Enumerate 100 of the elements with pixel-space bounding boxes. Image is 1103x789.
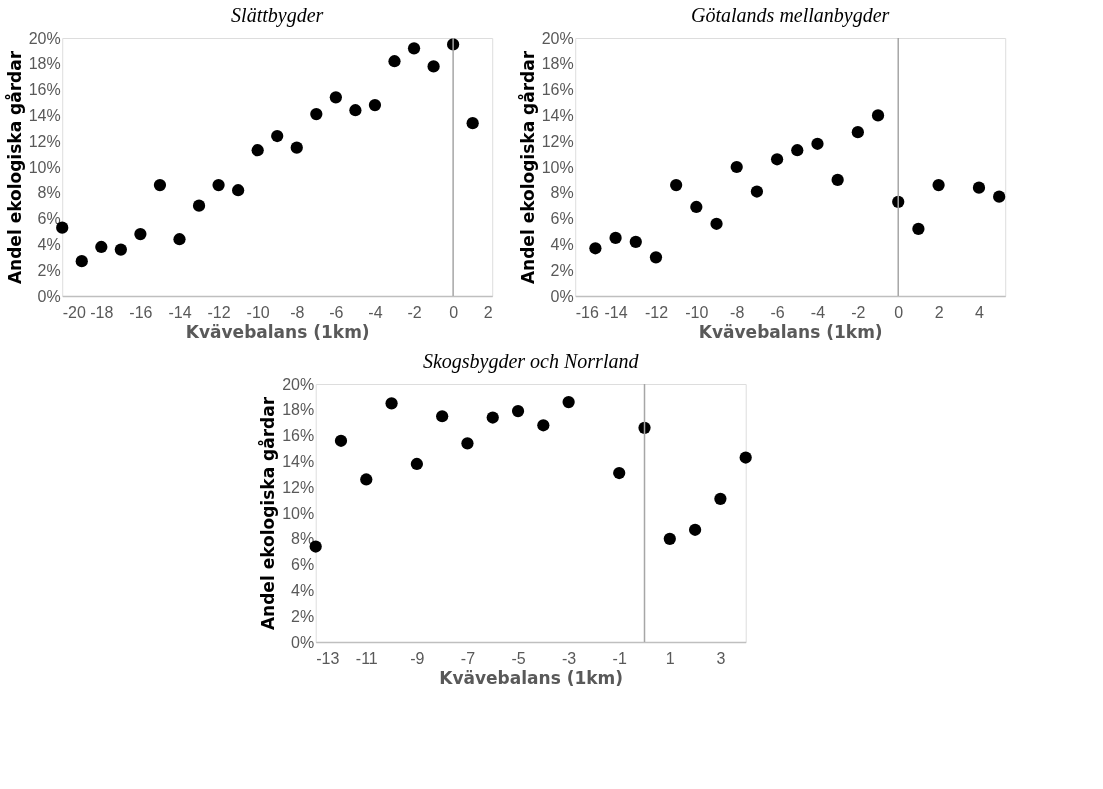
point bbox=[750, 185, 764, 198]
point bbox=[134, 227, 147, 241]
point bbox=[368, 98, 382, 112]
y-tick-label: 4% bbox=[550, 235, 574, 253]
y-tick-label: 20% bbox=[541, 29, 574, 47]
point bbox=[972, 181, 986, 194]
x-tick-label: 1 bbox=[665, 649, 675, 667]
x-tick-label: 4 bbox=[975, 303, 985, 321]
x-tick-label: -12 bbox=[644, 303, 669, 321]
point bbox=[436, 410, 449, 423]
y-tick-label: 12% bbox=[541, 132, 574, 150]
point bbox=[329, 91, 342, 104]
x-tick-label: -10 bbox=[246, 303, 270, 321]
chart-title: Skogsbygder och Norrland bbox=[422, 350, 640, 373]
x-tick-label: -16 bbox=[129, 303, 153, 321]
y-tick-label: 6% bbox=[291, 556, 315, 574]
y-tick-label: 20% bbox=[28, 29, 61, 47]
point bbox=[75, 255, 88, 268]
point bbox=[613, 466, 626, 480]
x-tick-label: -16 bbox=[575, 303, 599, 321]
point bbox=[349, 104, 362, 117]
point bbox=[589, 242, 602, 255]
x-tick-label: 2 bbox=[934, 303, 944, 321]
x-tick-label: 0 bbox=[894, 303, 904, 321]
y-tick-label: 8% bbox=[550, 184, 574, 202]
x-tick-label: -11 bbox=[355, 649, 378, 667]
point bbox=[251, 144, 264, 157]
point bbox=[232, 184, 245, 197]
x-tick-label: -3 bbox=[562, 649, 577, 667]
x-tick-label: 0 bbox=[449, 303, 459, 321]
point bbox=[466, 117, 479, 130]
y-tick-label: 4% bbox=[291, 581, 315, 599]
point bbox=[811, 137, 824, 150]
y-tick-label: 4% bbox=[37, 235, 61, 253]
y-tick-label: 16% bbox=[28, 81, 61, 99]
point bbox=[730, 160, 743, 174]
point bbox=[912, 222, 925, 236]
y-tick-label: 6% bbox=[550, 210, 574, 228]
x-tick-label: -9 bbox=[410, 649, 425, 667]
x-axis-title: Kvävebalans (1km) bbox=[698, 321, 883, 342]
point bbox=[290, 141, 303, 154]
y-tick-label: 0% bbox=[550, 287, 574, 305]
point bbox=[770, 153, 784, 166]
point bbox=[831, 173, 844, 187]
point bbox=[192, 199, 206, 212]
point bbox=[511, 404, 525, 418]
y-tick-label: 2% bbox=[550, 261, 574, 279]
point bbox=[663, 532, 676, 545]
x-tick-label: 3 bbox=[716, 649, 726, 667]
x-tick-label: -10 bbox=[685, 303, 709, 321]
x-tick-label: -13 bbox=[316, 649, 340, 667]
point bbox=[95, 240, 108, 254]
y-tick-label: 14% bbox=[282, 452, 315, 470]
point bbox=[609, 231, 622, 245]
point bbox=[271, 129, 284, 143]
point bbox=[791, 144, 804, 157]
y-tick-label: 12% bbox=[282, 478, 315, 496]
x-tick-label: -2 bbox=[851, 303, 866, 321]
x-tick-label: -5 bbox=[511, 649, 526, 667]
x-tick-label: 2 bbox=[483, 303, 493, 321]
point bbox=[486, 411, 499, 424]
x-tick-label: -14 bbox=[168, 303, 192, 321]
point bbox=[562, 395, 575, 409]
y-tick-label: 0% bbox=[37, 287, 61, 305]
point bbox=[932, 178, 945, 192]
point bbox=[851, 126, 864, 139]
y-tick-label: 12% bbox=[28, 132, 61, 150]
x-tick-label: -8 bbox=[290, 303, 305, 321]
point bbox=[153, 178, 167, 192]
x-tick-label: -20 bbox=[62, 303, 86, 321]
y-axis-title: Andel ekologiska gårdar bbox=[257, 396, 279, 631]
point bbox=[688, 523, 702, 536]
y-tick-label: 2% bbox=[291, 607, 315, 625]
point bbox=[649, 251, 663, 264]
point bbox=[360, 473, 373, 486]
point bbox=[334, 434, 348, 447]
point bbox=[690, 200, 703, 214]
point bbox=[427, 60, 440, 73]
point bbox=[385, 397, 398, 410]
point bbox=[388, 55, 401, 68]
y-axis-title: Andel ekologiska gårdar bbox=[3, 50, 25, 285]
y-tick-label: 10% bbox=[541, 158, 574, 176]
y-tick-label: 6% bbox=[37, 210, 61, 228]
point bbox=[629, 235, 642, 248]
point bbox=[993, 190, 1006, 203]
x-tick-label: -4 bbox=[368, 303, 383, 321]
y-tick-label: 18% bbox=[28, 55, 61, 73]
point bbox=[710, 217, 723, 230]
y-tick-label: 10% bbox=[282, 504, 315, 522]
y-tick-label: 0% bbox=[291, 633, 315, 651]
x-tick-label: -4 bbox=[810, 303, 826, 321]
point bbox=[212, 178, 225, 192]
y-tick-label: 10% bbox=[28, 158, 61, 176]
y-tick-label: 20% bbox=[282, 375, 315, 393]
x-tick-label: -8 bbox=[730, 303, 745, 321]
point bbox=[871, 109, 885, 122]
y-tick-label: 14% bbox=[541, 106, 574, 124]
point bbox=[173, 233, 186, 246]
y-tick-label: 16% bbox=[282, 427, 315, 445]
y-axis-title: Andel ekologiska gårdar bbox=[516, 50, 538, 285]
